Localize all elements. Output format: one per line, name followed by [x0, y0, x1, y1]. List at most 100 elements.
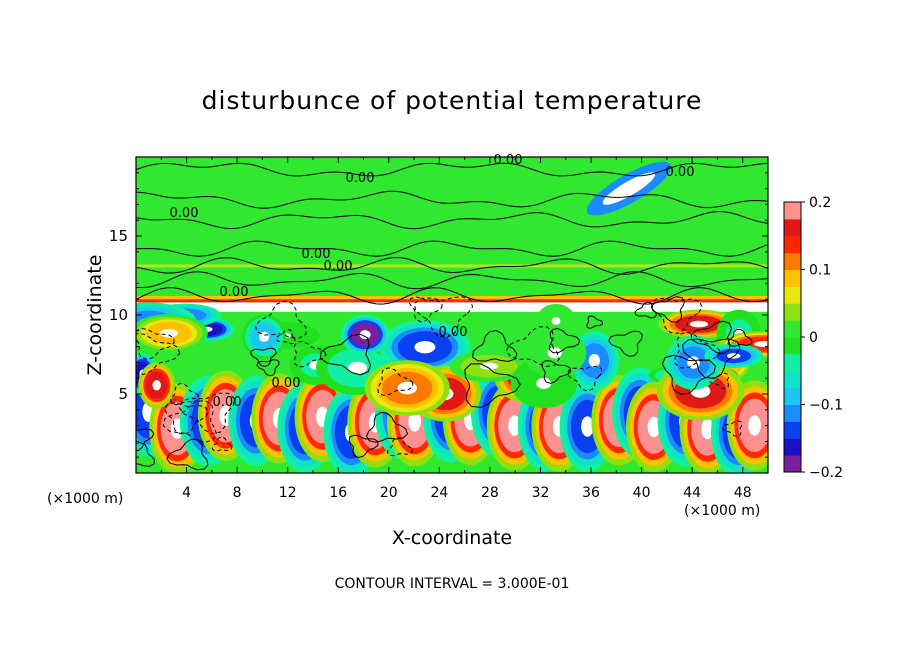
contour-line	[386, 437, 413, 457]
contour-line	[254, 300, 307, 339]
colorbar-tick-label: 0.2	[809, 195, 831, 211]
contour-line	[136, 162, 768, 177]
contour-line	[275, 328, 296, 345]
contour-label: 0.00	[213, 395, 242, 410]
x-tick-label: 20	[380, 485, 398, 501]
contour-line	[586, 315, 603, 329]
colorbar-tick-label: −0.1	[809, 398, 843, 414]
contour-label: 0.00	[272, 376, 301, 391]
field-blob	[726, 380, 768, 471]
x-tick-label: 44	[683, 485, 701, 501]
contour-line	[661, 354, 717, 395]
strip-yellow	[136, 264, 768, 268]
contour-line	[136, 287, 768, 305]
contour-line	[136, 441, 155, 467]
colorbar-tick-label: 0	[809, 330, 818, 346]
contour-line	[464, 363, 521, 408]
contour-label: 0.00	[170, 206, 199, 221]
contour-line	[505, 326, 560, 368]
field-blob	[136, 314, 208, 353]
contour-line	[293, 340, 327, 368]
x-axis-label: X-coordinate	[391, 527, 513, 549]
x-tick-label: 28	[481, 485, 499, 501]
upper-disturbance	[586, 161, 672, 216]
contour-line	[136, 256, 768, 275]
contour-line	[162, 399, 217, 443]
contour-line	[548, 328, 581, 354]
colorbar-segment	[784, 387, 801, 405]
colorbar: 0.2 0.1 0 −0.1 −0.2	[783, 195, 843, 481]
contour-lines	[136, 162, 768, 471]
contour-line	[650, 296, 686, 323]
x-tick-label: 24	[430, 485, 448, 501]
contour-line	[608, 330, 643, 357]
contour-line	[256, 359, 280, 377]
x-tick-label: 8	[233, 485, 242, 501]
contour-line	[164, 402, 209, 435]
field-blob	[665, 335, 722, 390]
contour-line	[136, 333, 181, 375]
colorbar-segment	[784, 269, 801, 287]
colorbar-segment	[784, 337, 801, 355]
x-ticks: 4 8 12 16 20 24 28 32 36 40 44 48	[160, 157, 752, 501]
contour-line	[136, 240, 768, 257]
contour-line	[136, 271, 768, 290]
contour-label: 0.00	[220, 285, 249, 300]
y-tick-label: 5	[118, 385, 128, 403]
contour-line	[319, 333, 372, 376]
y-tick-label: 10	[109, 306, 128, 324]
x-tick-label: 36	[582, 485, 600, 501]
contour-line	[721, 420, 743, 437]
x-tick-label: 16	[329, 485, 347, 501]
colorbar-segment	[784, 320, 801, 338]
contour-interval-note: CONTOUR INTERVAL = 3.000E-01	[334, 576, 570, 592]
contour-line	[690, 320, 733, 355]
colorbar-segment	[784, 421, 801, 439]
colorbar-segment	[784, 252, 801, 270]
field-blob	[340, 314, 390, 355]
contour-label: 0.00	[302, 247, 331, 262]
strip-orange	[136, 296, 768, 300]
colorbar-segment	[784, 303, 801, 321]
contour-line	[366, 411, 409, 443]
contour-line	[166, 438, 209, 471]
contour-line	[414, 296, 474, 339]
field-blob	[138, 362, 176, 409]
contour-line	[472, 329, 518, 362]
contour-label: 0.00	[666, 165, 695, 180]
contour-line	[178, 392, 235, 435]
contour-line	[377, 367, 414, 396]
colorbar-segment	[784, 438, 801, 456]
contour-line	[567, 365, 603, 392]
contour-label: 0.00	[439, 325, 468, 340]
field-blob	[364, 360, 450, 416]
contour-line	[348, 434, 379, 459]
colorbar-segment	[784, 235, 801, 254]
x-tick-label: 12	[279, 485, 297, 501]
contour-line	[408, 296, 443, 323]
colorbar-segment	[784, 202, 801, 220]
colorbar-segment	[784, 353, 801, 372]
contour-line	[727, 328, 753, 347]
colorbar-segment	[784, 286, 801, 304]
x-tick-label: 48	[734, 485, 752, 501]
colorbar-segment	[784, 370, 801, 389]
contour-line	[541, 360, 572, 384]
y-tick-label: 15	[109, 227, 128, 245]
x-tick-label: 4	[182, 485, 191, 501]
field-blob	[242, 314, 287, 360]
contour-labels: 0.000.000.000.000.000.000.000.000.000.00	[170, 153, 695, 410]
contour-label: 0.00	[324, 259, 353, 274]
colorbar-segment	[784, 404, 801, 422]
field-blobs	[136, 161, 768, 473]
contour-line	[136, 210, 768, 230]
contour-line	[211, 436, 233, 452]
strip-red	[136, 299, 768, 303]
colorbar-tick-label: 0.1	[809, 263, 831, 279]
colorbar-tick-label: −0.2	[809, 465, 843, 481]
y-ticks: 5 10 15	[109, 172, 768, 458]
colorbar-segment	[784, 218, 801, 237]
contour-line	[136, 327, 175, 361]
contour-line	[136, 190, 768, 209]
